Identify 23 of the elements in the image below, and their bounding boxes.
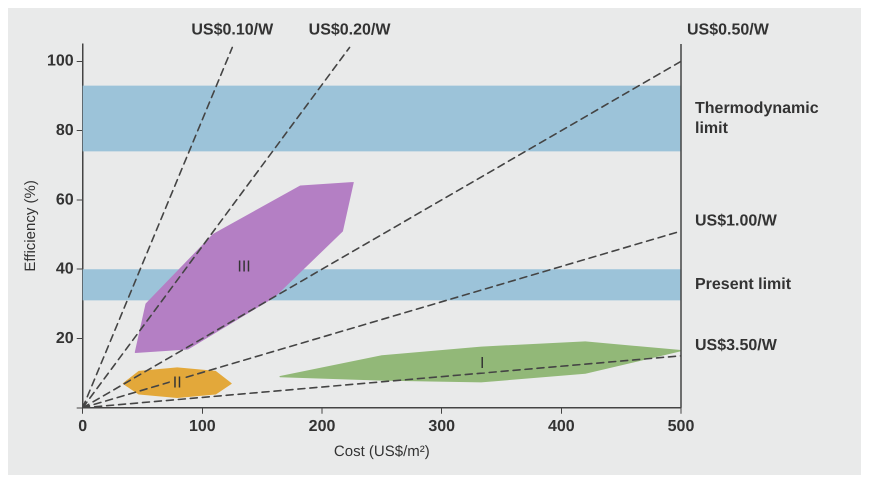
series-label: US$1.00/W — [695, 212, 778, 230]
x-axis-title: Cost (US$/m²) — [334, 443, 430, 460]
series-label: I — [480, 354, 484, 372]
x-tick-label: 300 — [428, 418, 456, 435]
series-label: US$0.20/W — [308, 21, 392, 38]
y-tick-label: 60 — [56, 191, 74, 208]
y-tick-label: 20 — [56, 330, 74, 347]
y-tick-label: 100 — [46, 52, 74, 70]
y-tick-label: 40 — [56, 260, 74, 278]
series-label: US$0.10/W — [191, 21, 274, 38]
x-tick-label: 200 — [308, 418, 336, 435]
x-tick-label: 500 — [668, 418, 694, 435]
series-label: II — [172, 374, 182, 392]
y-tick-label: 80 — [56, 122, 74, 140]
band-label: Thermodynamic limit — [695, 100, 819, 137]
y-axis-title: Efficiency (%) — [22, 180, 40, 272]
x-tick-label: 0 — [78, 418, 88, 435]
series-label: US$3.50/W — [695, 337, 778, 354]
series-label: US$0.50/W — [687, 21, 770, 38]
x-tick-label: 400 — [548, 418, 575, 435]
band-label: Present limit — [695, 276, 792, 294]
x-tick-label: 100 — [189, 418, 216, 435]
series-label: III — [237, 258, 251, 276]
